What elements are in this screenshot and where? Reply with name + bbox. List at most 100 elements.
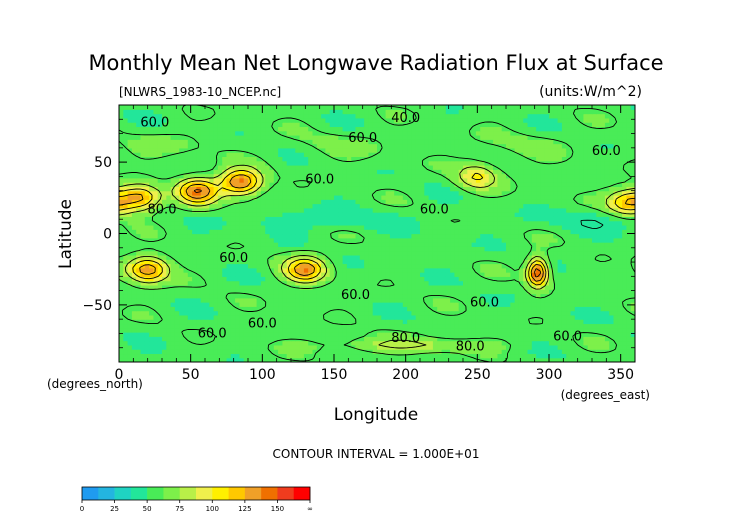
field-cell (269, 293, 275, 299)
field-cell (561, 207, 567, 213)
field-cell (626, 272, 632, 277)
field-cell (329, 306, 335, 312)
field-cell (415, 293, 421, 299)
field-cell (273, 182, 279, 187)
field-cell (428, 199, 434, 205)
field-cell (574, 323, 580, 329)
field-cell (596, 297, 602, 303)
field-cell (415, 314, 421, 320)
field-cell (471, 327, 477, 333)
field-cell (553, 229, 559, 235)
field-cell (119, 344, 124, 350)
field-cell (239, 310, 245, 316)
field-cell (329, 190, 335, 196)
field-cell (475, 289, 481, 295)
field-cell (157, 182, 163, 187)
field-cell (187, 242, 193, 247)
field-cell (531, 272, 537, 277)
field-cell (553, 293, 559, 299)
field-cell (402, 190, 408, 196)
field-cell (209, 340, 215, 346)
field-cell (488, 203, 494, 209)
field-cell (381, 216, 387, 222)
field-cell (454, 263, 460, 269)
field-cell (527, 220, 533, 226)
field-cell (295, 199, 301, 205)
field-cell (402, 224, 408, 230)
field-cell (411, 293, 417, 299)
field-cell (389, 276, 395, 282)
field-cell (458, 297, 464, 303)
field-cell (260, 212, 266, 217)
field-cell (549, 357, 554, 362)
field-cell (329, 254, 335, 260)
field-cell (334, 199, 339, 205)
field-cell (420, 233, 425, 239)
field-cell (187, 229, 193, 235)
field-cell (445, 207, 451, 213)
field-cell (372, 319, 378, 325)
field-cell (192, 289, 197, 295)
field-cell (471, 293, 477, 299)
field-cell (613, 229, 619, 235)
field-cell (166, 199, 172, 205)
field-cell (596, 284, 602, 290)
field-cell (510, 216, 516, 222)
field-cell (286, 332, 292, 337)
field-cell (235, 242, 240, 247)
field-cell (561, 259, 567, 265)
field-cell (226, 340, 232, 346)
field-cell (308, 233, 314, 239)
field-cell (286, 319, 292, 325)
field-cell (475, 319, 481, 325)
field-cell (256, 297, 262, 303)
field-cell (411, 229, 417, 235)
field-cell (471, 284, 477, 290)
field-cell (136, 194, 142, 200)
field-cell (561, 323, 567, 329)
field-cell (226, 229, 232, 235)
field-cell (346, 284, 352, 290)
field-cell (609, 272, 615, 277)
field-cell (119, 323, 124, 329)
field-cell (389, 254, 395, 260)
field-cell (553, 207, 559, 213)
field-cell (544, 220, 550, 226)
field-cell (273, 186, 279, 192)
field-cell (217, 276, 223, 282)
field-cell (553, 250, 559, 256)
field-cell (557, 199, 563, 205)
field-cell (153, 229, 159, 235)
field-cell (157, 216, 163, 222)
field-cell (557, 349, 563, 355)
field-cell (127, 190, 133, 196)
field-cell (217, 357, 223, 362)
field-cell (475, 216, 481, 222)
field-cell (549, 224, 554, 230)
field-cell (596, 194, 602, 200)
field-cell (213, 220, 219, 226)
field-cell (308, 250, 314, 256)
field-cell (325, 276, 331, 282)
field-cell (170, 237, 176, 243)
field-cell (338, 237, 344, 243)
field-cell (303, 199, 309, 205)
field-cell (514, 284, 520, 290)
field-cell (527, 207, 533, 213)
field-cell (312, 340, 318, 346)
field-cell (299, 190, 305, 196)
field-cell (308, 297, 314, 303)
field-cell (553, 233, 559, 239)
field-cell (213, 340, 219, 346)
field-cell (497, 272, 503, 277)
field-cell (170, 267, 176, 273)
field-cell (407, 254, 412, 260)
field-cell (497, 229, 503, 235)
field-cell (484, 254, 490, 260)
field-cell (493, 267, 498, 273)
field-cell (243, 280, 249, 286)
field-cell (316, 289, 322, 295)
field-cell (235, 216, 240, 222)
field-cell (411, 267, 417, 273)
field-cell (312, 190, 318, 196)
